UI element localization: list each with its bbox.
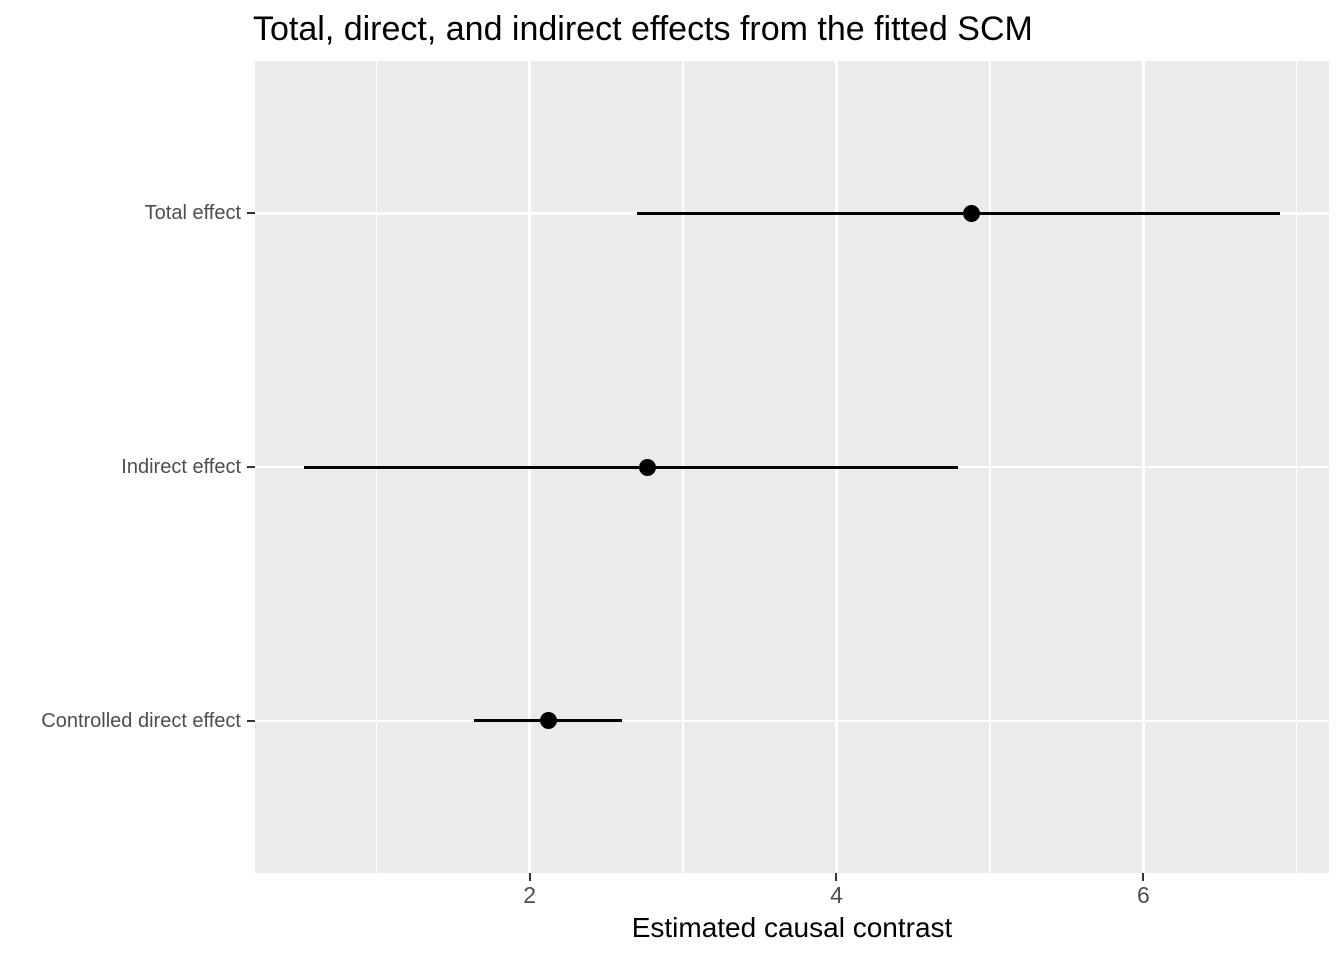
x-axis-tick bbox=[1142, 873, 1145, 881]
y-axis-tick bbox=[247, 466, 255, 468]
x-axis-title: Estimated causal contrast bbox=[631, 912, 953, 943]
y-axis-label: Controlled direct effect bbox=[41, 709, 241, 732]
point-estimate bbox=[639, 458, 657, 476]
ci-range-line bbox=[304, 465, 958, 469]
x-tick-label: 2 bbox=[523, 882, 537, 908]
point-estimate bbox=[963, 204, 980, 222]
y-axis-tick bbox=[247, 719, 255, 722]
point-estimate bbox=[539, 712, 557, 730]
x-axis-tick bbox=[528, 873, 531, 881]
y-axis-label: Indirect effect bbox=[121, 456, 241, 478]
x-tick-label: 4 bbox=[830, 882, 843, 908]
major-gridline-y-2 bbox=[255, 719, 1329, 722]
plot-title: Total, direct, and indirect effects from… bbox=[253, 10, 1033, 48]
x-axis-tick bbox=[835, 873, 838, 881]
y-axis-label: Total effect bbox=[144, 202, 241, 225]
y-axis-tick bbox=[247, 212, 255, 215]
x-tick-label: 6 bbox=[1136, 882, 1150, 908]
ci-range-line bbox=[637, 211, 1280, 215]
